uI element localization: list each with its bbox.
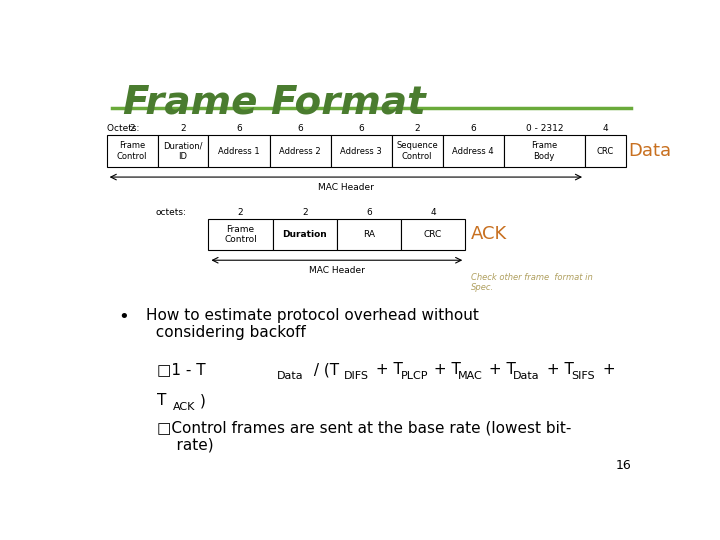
Text: Data: Data [513,371,539,381]
Text: MAC Header: MAC Header [318,183,374,192]
Text: 6: 6 [366,207,372,217]
Text: Sequence
Control: Sequence Control [396,141,438,161]
Text: Address 3: Address 3 [341,146,382,156]
Text: CRC: CRC [424,230,442,239]
Text: ACK: ACK [173,402,195,413]
Text: T: T [157,393,166,408]
Text: 2: 2 [302,207,307,217]
Text: How to estimate protocol overhead without
  considering backoff: How to estimate protocol overhead withou… [145,308,479,340]
Text: 0 - 2312: 0 - 2312 [526,124,563,133]
Bar [107,136,158,167]
Bar [158,136,209,167]
Text: •: • [118,308,129,326]
Text: RA: RA [363,230,375,239]
Text: Data: Data [629,142,672,160]
Text: Duration/
ID: Duration/ ID [163,141,203,161]
Text: / (T: / (T [309,362,339,377]
Text: MAC Header: MAC Header [309,266,365,275]
Text: Frame Format: Frame Format [124,84,426,122]
Text: 2: 2 [238,207,243,217]
Bar [585,136,626,167]
Text: 4: 4 [603,124,608,133]
Text: Frame
Control: Frame Control [117,141,148,161]
Text: DIFS: DIFS [344,371,369,381]
Text: □Control frames are sent at the base rate (lowest bit-
    rate): □Control frames are sent at the base rat… [157,420,572,453]
Text: 6: 6 [297,124,303,133]
Text: + T: + T [484,362,516,377]
Text: □1 - T: □1 - T [157,362,206,377]
Text: 6: 6 [236,124,242,133]
Text: MAC: MAC [459,371,483,381]
Text: Address 4: Address 4 [452,146,494,156]
Text: PLCP: PLCP [401,371,428,381]
Text: 16: 16 [616,460,631,472]
Bar [273,219,337,250]
Text: 6: 6 [359,124,364,133]
Text: 6: 6 [470,124,476,133]
Bar [209,219,273,250]
Text: ): ) [199,393,205,408]
Text: + T: + T [429,362,461,377]
Text: 2: 2 [180,124,186,133]
Text: ACK: ACK [471,225,507,243]
Bar [330,136,392,167]
Text: Octets:: Octets: [107,124,142,133]
Text: Address 2: Address 2 [279,146,321,156]
Bar [443,136,503,167]
Text: 2: 2 [414,124,420,133]
Text: CRC: CRC [597,146,614,156]
Bar [392,136,443,167]
Bar [209,136,269,167]
Bar [269,136,330,167]
Text: Check other frame  format in
Spec.: Check other frame format in Spec. [471,273,593,292]
Text: octets:: octets: [156,207,186,217]
Text: Data: Data [277,371,304,381]
Text: Frame
Body: Frame Body [531,141,557,161]
Text: Address 1: Address 1 [218,146,260,156]
Text: Frame
Control: Frame Control [224,225,257,244]
Bar [503,136,585,167]
Bar [337,219,401,250]
Text: + T: + T [372,362,403,377]
Text: +: + [598,362,616,377]
Text: SIFS: SIFS [571,371,595,381]
Text: 2: 2 [130,124,135,133]
Text: Duration: Duration [282,230,327,239]
Text: 4: 4 [431,207,436,217]
Bar [401,219,465,250]
Text: + T: + T [542,362,574,377]
